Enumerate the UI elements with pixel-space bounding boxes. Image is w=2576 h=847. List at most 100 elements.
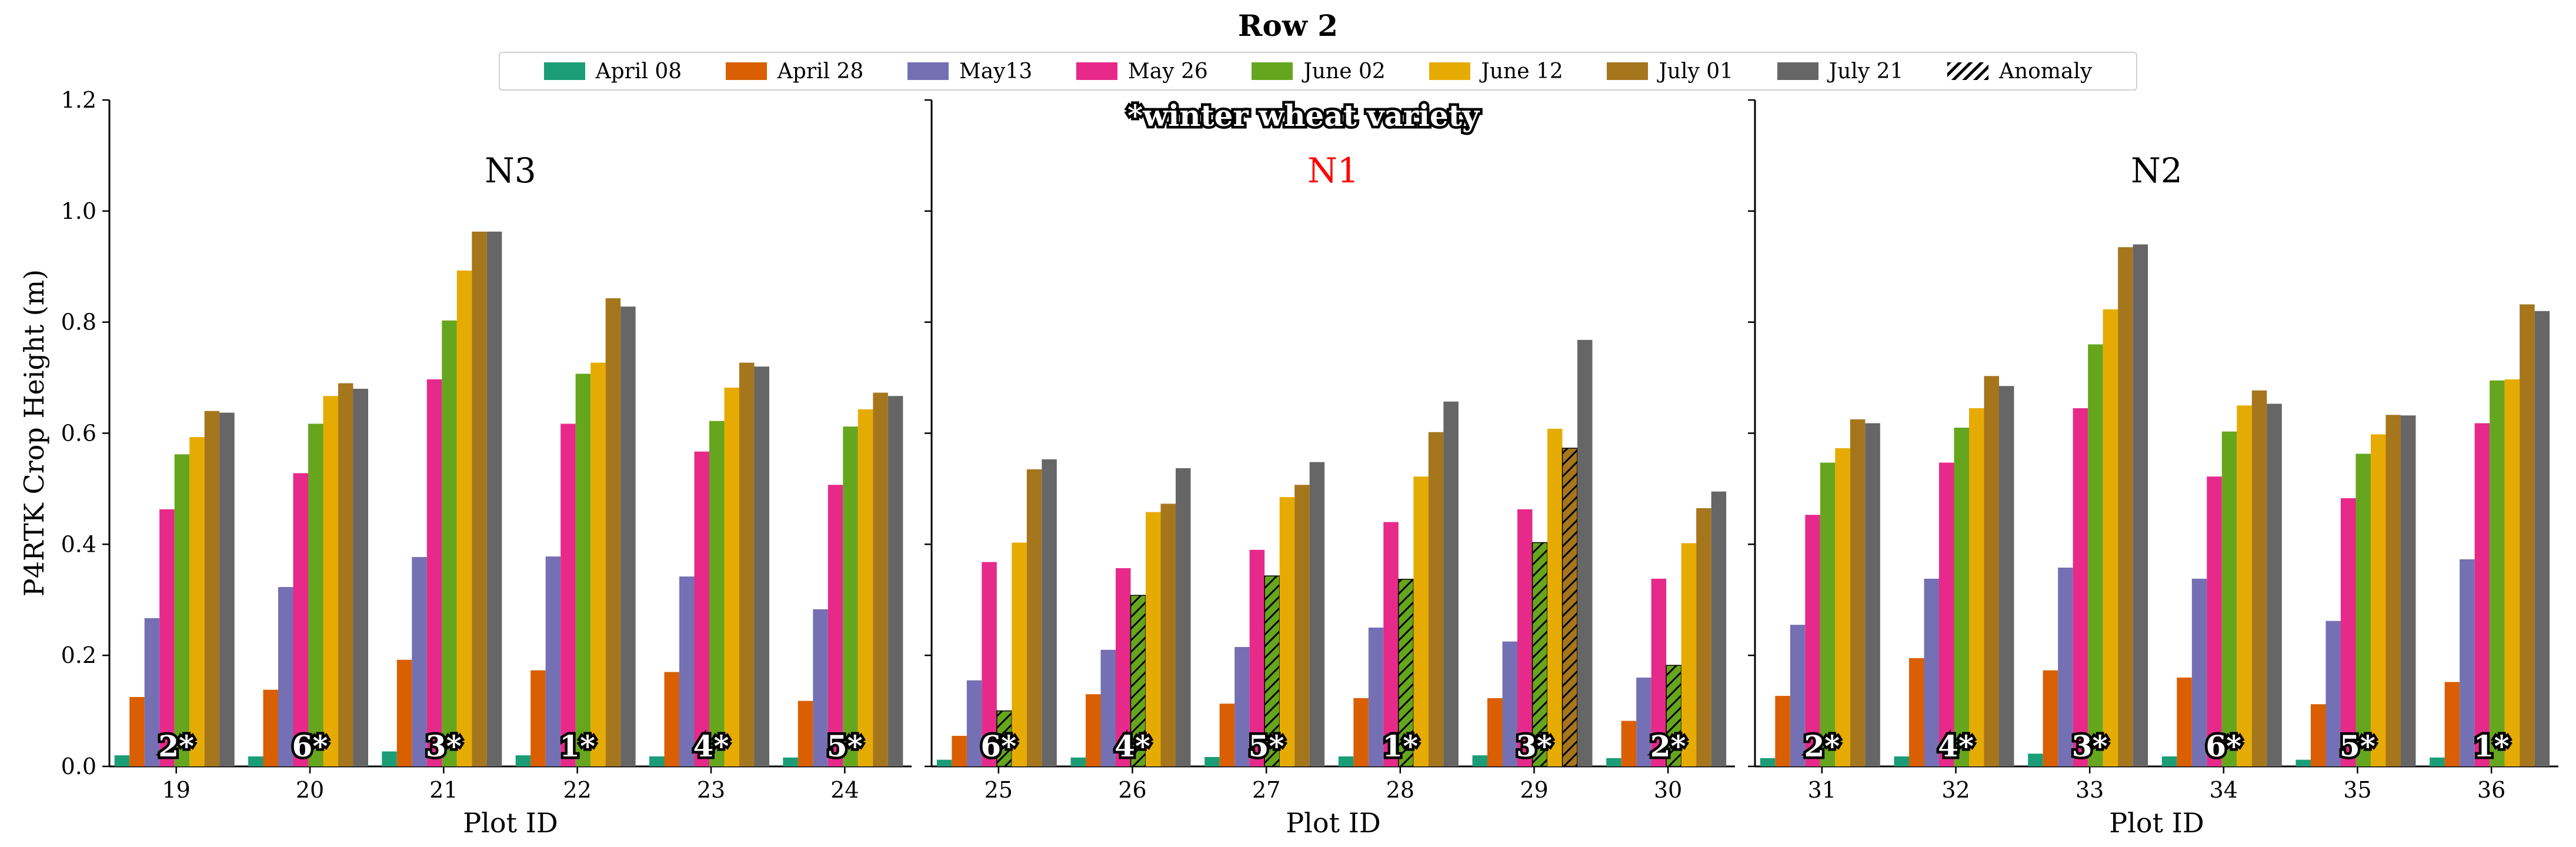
y-tick-label: 0.2	[61, 642, 96, 668]
bar	[724, 388, 739, 766]
variety-label: 3*	[426, 729, 462, 763]
bar	[2355, 453, 2371, 766]
bar	[382, 751, 397, 766]
bar	[1279, 497, 1295, 766]
bar	[144, 618, 160, 766]
bar	[2504, 379, 2520, 766]
bar	[323, 396, 338, 766]
variety-label: 1*	[559, 729, 595, 763]
bar	[1577, 339, 1593, 766]
x-tick-label: 35	[2343, 777, 2371, 803]
bar	[2161, 756, 2177, 766]
legend-item: June 02	[1252, 59, 1386, 84]
x-tick-label: 32	[1941, 777, 1970, 803]
bar	[2207, 476, 2222, 766]
bar	[2073, 408, 2088, 766]
bar	[2103, 309, 2118, 766]
bar	[1760, 758, 1776, 766]
bar	[679, 576, 695, 766]
bar	[159, 509, 175, 766]
x-tick-label: 19	[162, 777, 190, 803]
bar	[2295, 759, 2311, 766]
bar	[2118, 247, 2133, 766]
variety-label: 2*	[1804, 729, 1840, 763]
bar	[1070, 757, 1086, 766]
bar	[1651, 578, 1667, 766]
variety-label: 5*	[1249, 729, 1284, 763]
legend-swatch	[1429, 62, 1471, 80]
bar	[1805, 515, 1820, 766]
panel-title: N2	[2131, 151, 2183, 191]
legend-item: July 01	[1607, 59, 1733, 84]
legend-item: July 21	[1777, 59, 1903, 84]
legend-item: May13	[907, 59, 1032, 84]
bar	[560, 424, 576, 766]
bar	[456, 270, 472, 767]
bar	[590, 362, 606, 766]
bar	[1368, 627, 1384, 766]
x-tick-label: 34	[2210, 777, 2238, 803]
bar	[2430, 757, 2445, 766]
x-axis-label: Plot ID	[2109, 807, 2204, 839]
bar	[1636, 677, 1651, 766]
x-tick-label: 26	[1118, 777, 1146, 803]
legend-label: July 01	[1659, 59, 1734, 84]
bar	[129, 696, 145, 766]
bar	[1502, 641, 1517, 766]
legend-label: June 12	[1481, 59, 1563, 84]
y-tick-label: 1.2	[61, 87, 96, 113]
bar	[1443, 401, 1459, 766]
bar	[2058, 567, 2073, 766]
bar	[1338, 756, 1354, 766]
bar	[575, 374, 591, 766]
bar	[1234, 647, 1250, 766]
bar	[1116, 568, 1131, 766]
variety-label: 6*	[2205, 729, 2241, 763]
x-tick-label: 31	[1808, 777, 1836, 803]
bar	[263, 689, 278, 766]
x-tick-label: 25	[985, 777, 1013, 803]
bar	[2325, 621, 2341, 766]
bar	[664, 672, 679, 766]
bar	[1160, 503, 1176, 766]
y-tick-label: 0.4	[61, 531, 96, 557]
bar	[174, 454, 190, 766]
bar	[1999, 386, 2014, 766]
bar	[1472, 755, 1487, 766]
bar	[1428, 432, 1444, 766]
legend-swatch	[1252, 62, 1293, 80]
variety-label: 1*	[2474, 729, 2510, 763]
x-axis-label: Plot ID	[1286, 807, 1381, 839]
bar	[1909, 658, 1924, 766]
legend-swatch	[543, 62, 585, 80]
legend-item: June 12	[1429, 59, 1563, 84]
variety-label: 3*	[1516, 729, 1552, 763]
bar	[472, 231, 487, 767]
bar	[813, 609, 828, 766]
bar	[1547, 428, 1563, 766]
bar	[887, 396, 903, 766]
y-tick-label: 0.8	[61, 309, 96, 335]
bar	[2237, 405, 2252, 766]
variety-label: 5*	[2340, 729, 2375, 763]
x-tick-label: 22	[563, 777, 591, 803]
bar	[873, 392, 888, 766]
legend-swatch	[1607, 62, 1649, 80]
bar	[1711, 491, 1727, 766]
bar	[1249, 549, 1265, 766]
bar	[982, 562, 997, 766]
bar	[1835, 448, 1850, 766]
bar	[308, 424, 323, 766]
bar	[1219, 703, 1235, 766]
x-axis-label: Plot ID	[463, 807, 558, 839]
bar	[189, 437, 205, 766]
x-tick-label: 30	[1654, 777, 1682, 803]
variety-label: 2*	[1650, 729, 1686, 763]
bar	[1820, 462, 1836, 766]
bar	[1042, 459, 1057, 766]
legend-label: April 08	[595, 59, 682, 84]
variety-label: 6*	[980, 729, 1016, 763]
bar	[515, 755, 531, 766]
bar	[293, 473, 308, 766]
bar	[1413, 476, 1429, 766]
